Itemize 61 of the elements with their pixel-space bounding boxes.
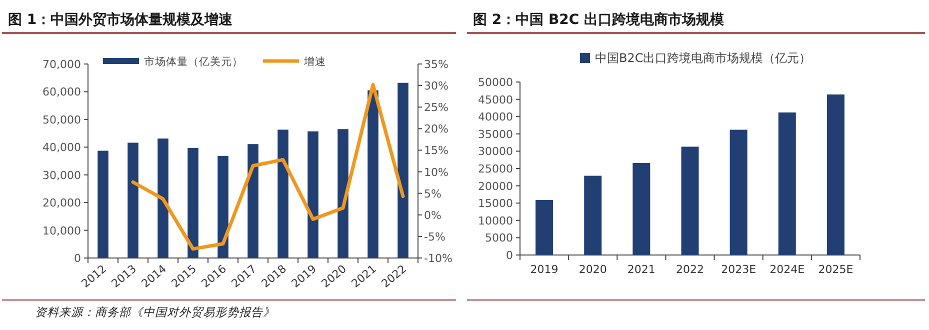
line-series — [131, 82, 405, 251]
y-tick-label: 50,000 — [42, 113, 81, 126]
y-tick-label: 25000 — [478, 162, 513, 176]
y-tick-label: 10000 — [478, 214, 513, 228]
text: 资料来源：商务部《中国对外贸易形势报告》 — [35, 305, 275, 319]
x-tick-label: 2023E — [721, 263, 756, 276]
y-tick-label: 20000 — [478, 180, 513, 193]
y-tick-label: 45000 — [478, 93, 513, 106]
x-tick-label: 2020 — [578, 263, 607, 276]
bar — [308, 131, 318, 258]
y-tick-label: 5000 — [485, 232, 513, 245]
bar — [826, 94, 844, 255]
legend-label: 市场体量（亿美元） — [144, 55, 243, 68]
legend-label: 增速 — [303, 55, 326, 68]
bar — [730, 130, 748, 255]
y-tick-label: 30000 — [478, 145, 513, 158]
y2-tick-label: -5% — [424, 230, 446, 244]
y-tick-label: 35000 — [478, 128, 513, 141]
y-tick-label: 40,000 — [42, 141, 81, 154]
x-tick-label: 2022 — [676, 263, 704, 276]
bar — [778, 112, 796, 255]
y-tick-label: 20,000 — [42, 196, 81, 210]
y2-tick-label: 35% — [424, 58, 448, 71]
y2-tick-label: 30% — [424, 80, 448, 93]
bar — [338, 129, 348, 258]
bar — [368, 90, 378, 258]
bar — [398, 82, 408, 258]
x-tick-label: 2025E — [818, 263, 854, 276]
y2-tick-label: 5% — [424, 187, 442, 200]
chart-title: 图 2：中国 B2C 出口跨境电商市场规模 — [473, 11, 726, 28]
y2-tick-label: 20% — [424, 122, 448, 136]
y-tick-label: 0 — [506, 249, 513, 262]
x-tick-label: 2021 — [627, 263, 656, 276]
bar — [632, 162, 650, 255]
bar — [278, 130, 288, 258]
bar — [584, 176, 602, 255]
y2-tick-label: -10% — [424, 252, 452, 265]
bar — [188, 148, 198, 258]
y-tick-label: 30,000 — [42, 168, 81, 182]
y-tick-label: 60,000 — [42, 86, 81, 99]
y2-tick-label: 15% — [424, 144, 448, 158]
y2-tick-label: 0% — [424, 208, 442, 222]
y-tick-label: 40000 — [478, 110, 513, 124]
y-tick-label: 15000 — [478, 197, 513, 210]
y2-tick-label: 25% — [424, 101, 448, 114]
legend-label: 中国B2C出口跨境电商市场规模（亿元） — [595, 51, 812, 65]
x-tick-label: 2024E — [770, 263, 805, 276]
bar — [248, 144, 258, 258]
chart-title: 图 1：中国外贸市场体量规模及增速 — [8, 11, 234, 28]
bar — [128, 142, 138, 258]
bar — [681, 146, 699, 255]
y-tick-label: 10,000 — [42, 224, 81, 238]
x-tick-label: 2019 — [530, 263, 558, 276]
y-tick-label: 0 — [74, 252, 81, 265]
bar — [158, 138, 168, 258]
bar — [218, 156, 228, 258]
y2-tick-label: 10% — [424, 166, 448, 179]
y-tick-label: 50000 — [478, 76, 513, 89]
bar — [536, 200, 554, 255]
bar — [98, 150, 108, 258]
y-tick-label: 70,000 — [42, 58, 81, 71]
